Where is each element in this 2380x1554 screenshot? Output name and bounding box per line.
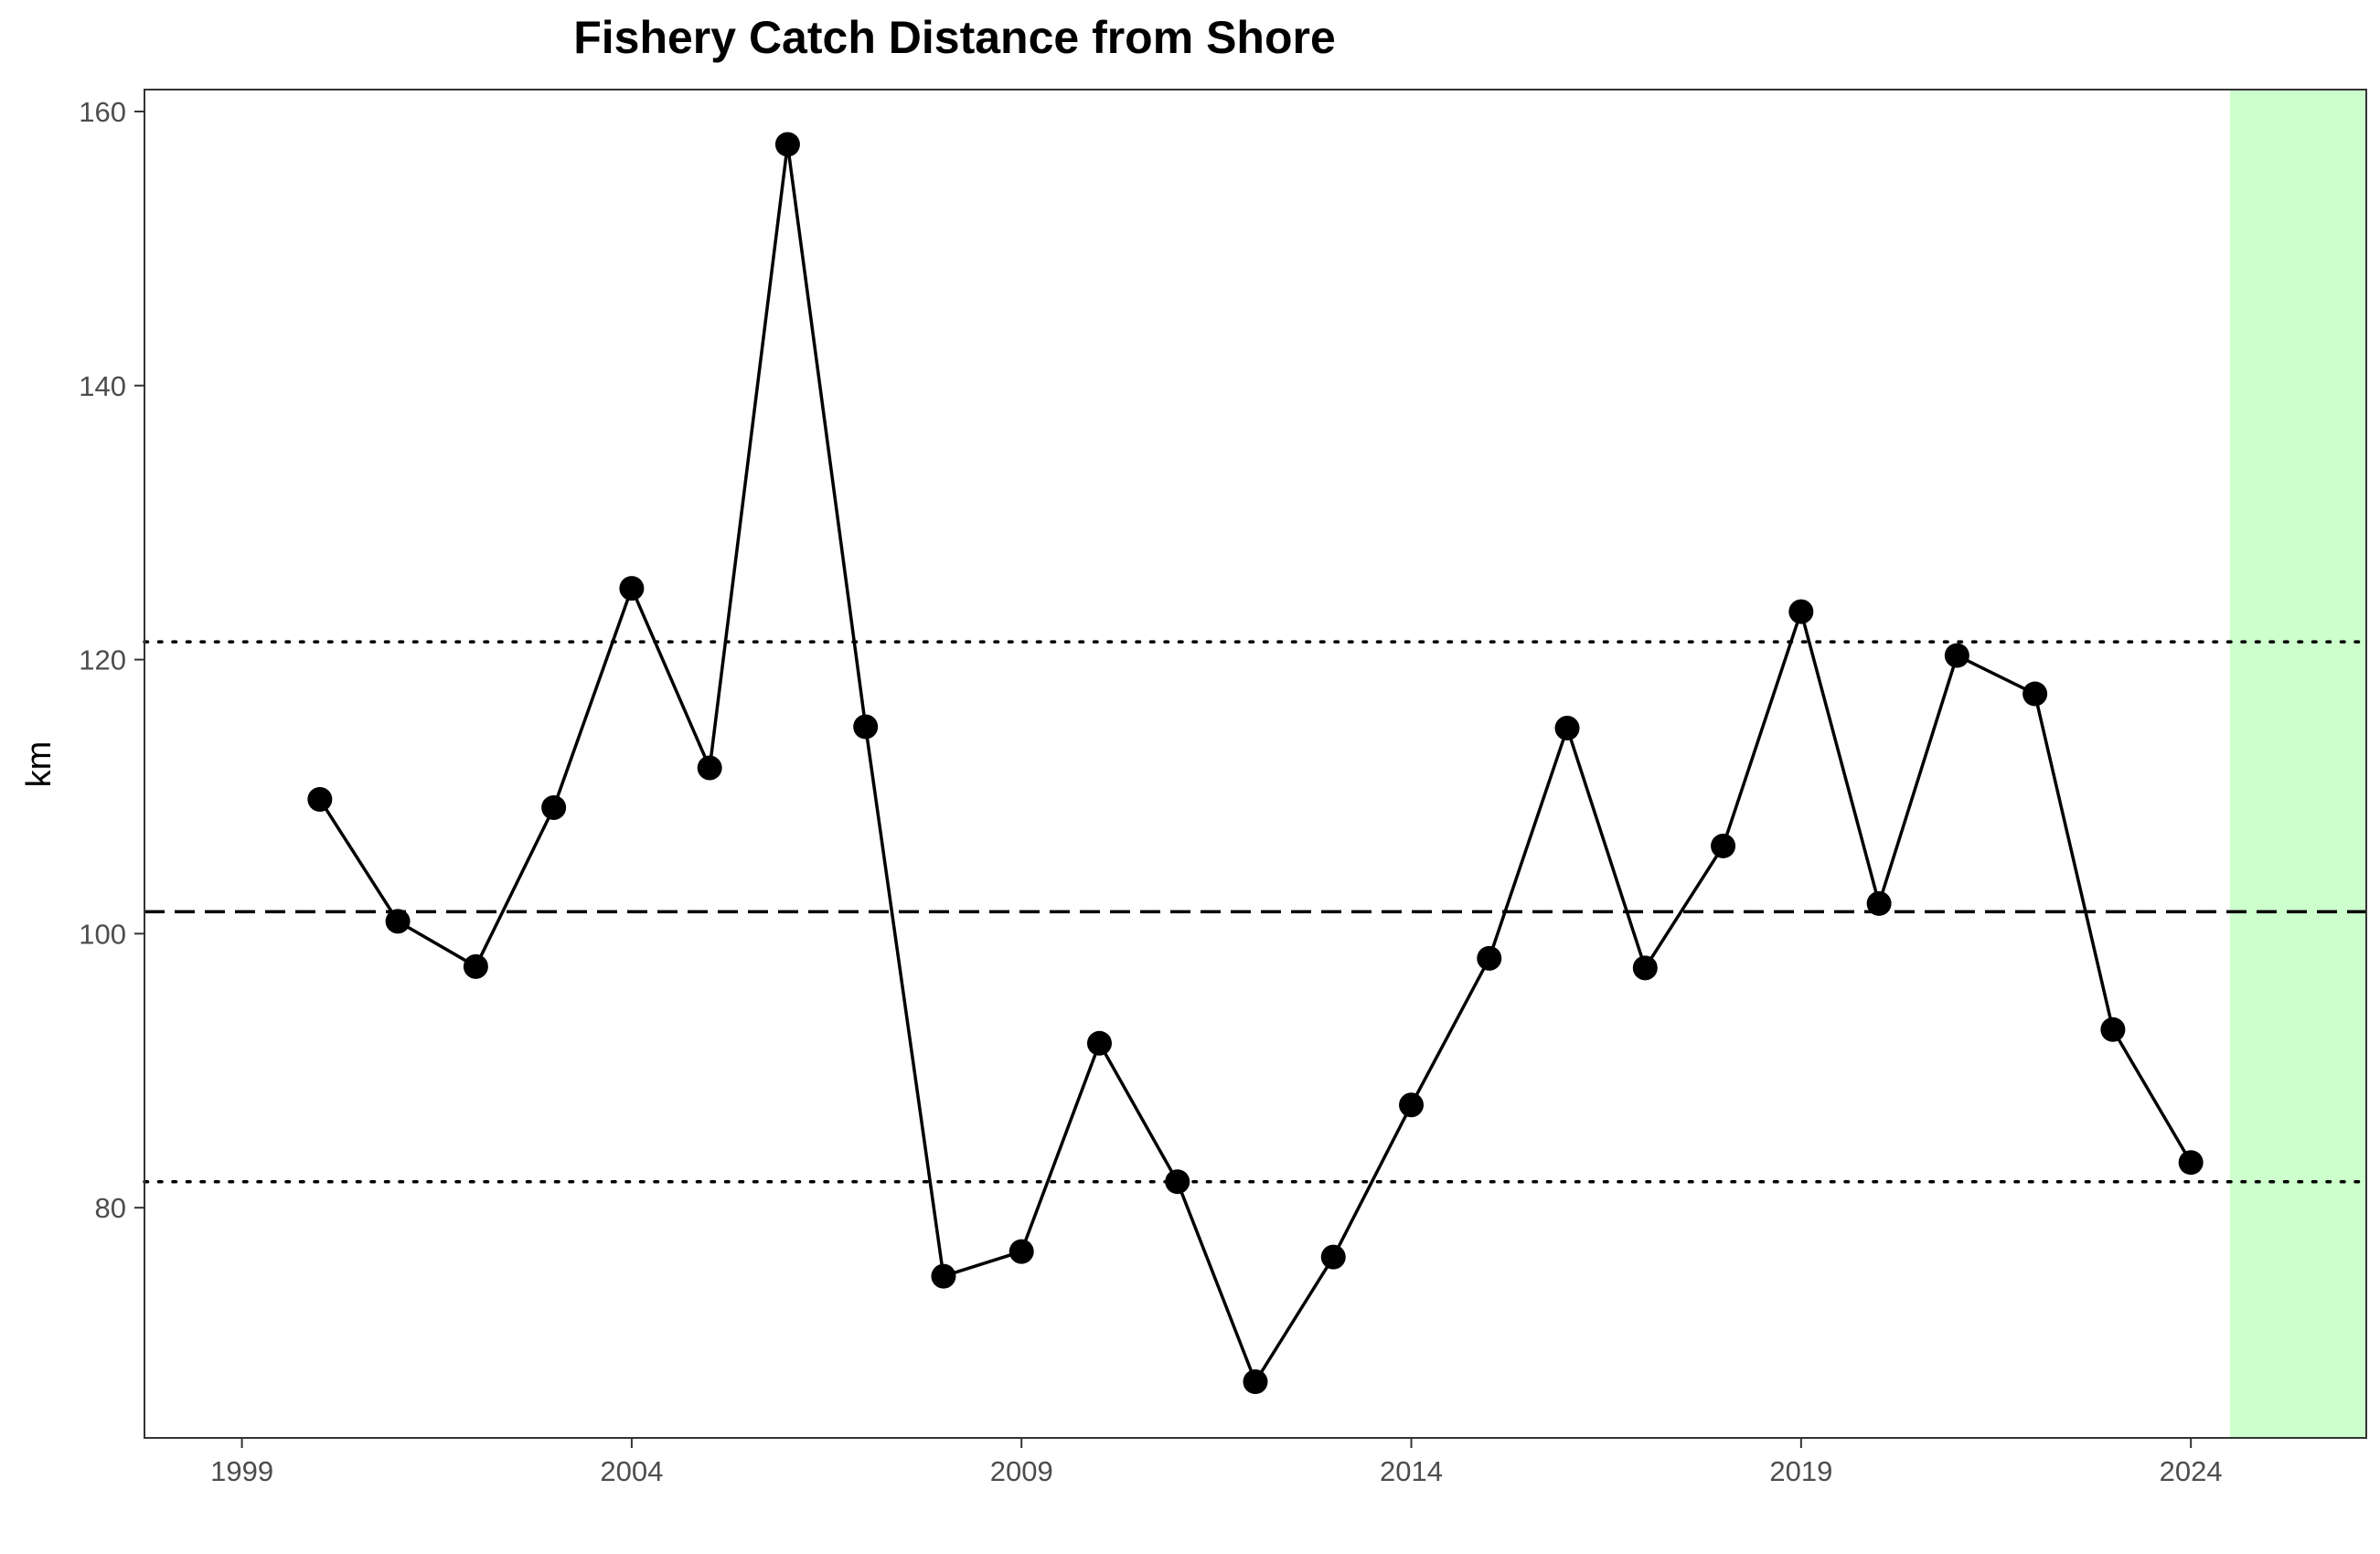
plot-background [144, 90, 2366, 1438]
data-point-2003 [541, 794, 567, 820]
data-point-2019 [1788, 599, 1814, 624]
data-point-2015 [1477, 945, 1502, 971]
x-tick-label-2009: 2009 [990, 1455, 1053, 1487]
plot-area: 1999 2004 2009 2014 2019 2024 80 100 120 140 160 [79, 89, 2368, 1487]
chart-title: Fishery Catch Distance from Shore [573, 12, 1336, 63]
data-point-2017 [1632, 955, 1658, 981]
y-tick-label-160: 160 [79, 96, 126, 128]
data-point-2005 [697, 755, 722, 781]
x-tick-label-2024: 2024 [2160, 1455, 2223, 1487]
data-point-2016 [1554, 716, 1580, 741]
x-tick-label-2019: 2019 [1769, 1455, 1832, 1487]
data-point-2009 [1009, 1239, 1034, 1264]
data-point-2020 [1866, 890, 1892, 916]
data-point-2000 [307, 786, 333, 812]
data-point-2007 [853, 714, 879, 740]
x-tick-label-2004: 2004 [600, 1455, 663, 1487]
y-tick-label-100: 100 [79, 918, 126, 950]
data-point-2004 [619, 576, 645, 601]
data-point-2018 [1711, 833, 1736, 858]
x-tick-label-2014: 2014 [1380, 1455, 1443, 1487]
data-point-2006 [774, 132, 800, 157]
data-point-2008 [931, 1263, 956, 1289]
x-tick-label-1999: 1999 [210, 1455, 273, 1487]
data-point-2023 [2100, 1016, 2126, 1042]
y-axis-label: km [20, 741, 59, 788]
data-point-2021 [1944, 643, 1969, 668]
y-tick-label-140: 140 [79, 370, 126, 402]
data-point-2012 [1243, 1369, 1268, 1395]
data-point-2011 [1165, 1169, 1190, 1195]
y-tick-label-120: 120 [79, 644, 126, 676]
panel-border [144, 89, 2367, 1439]
data-point-2014 [1399, 1092, 1425, 1118]
data-point-2013 [1320, 1244, 1346, 1270]
data-point-2024 [2178, 1150, 2204, 1176]
data-point-2010 [1086, 1030, 1112, 1056]
data-point-2001 [385, 909, 411, 934]
data-point-2002 [463, 953, 488, 979]
highlight-region [2229, 90, 2366, 1438]
data-point-2022 [2022, 681, 2048, 707]
y-tick-label-80: 80 [95, 1192, 126, 1224]
